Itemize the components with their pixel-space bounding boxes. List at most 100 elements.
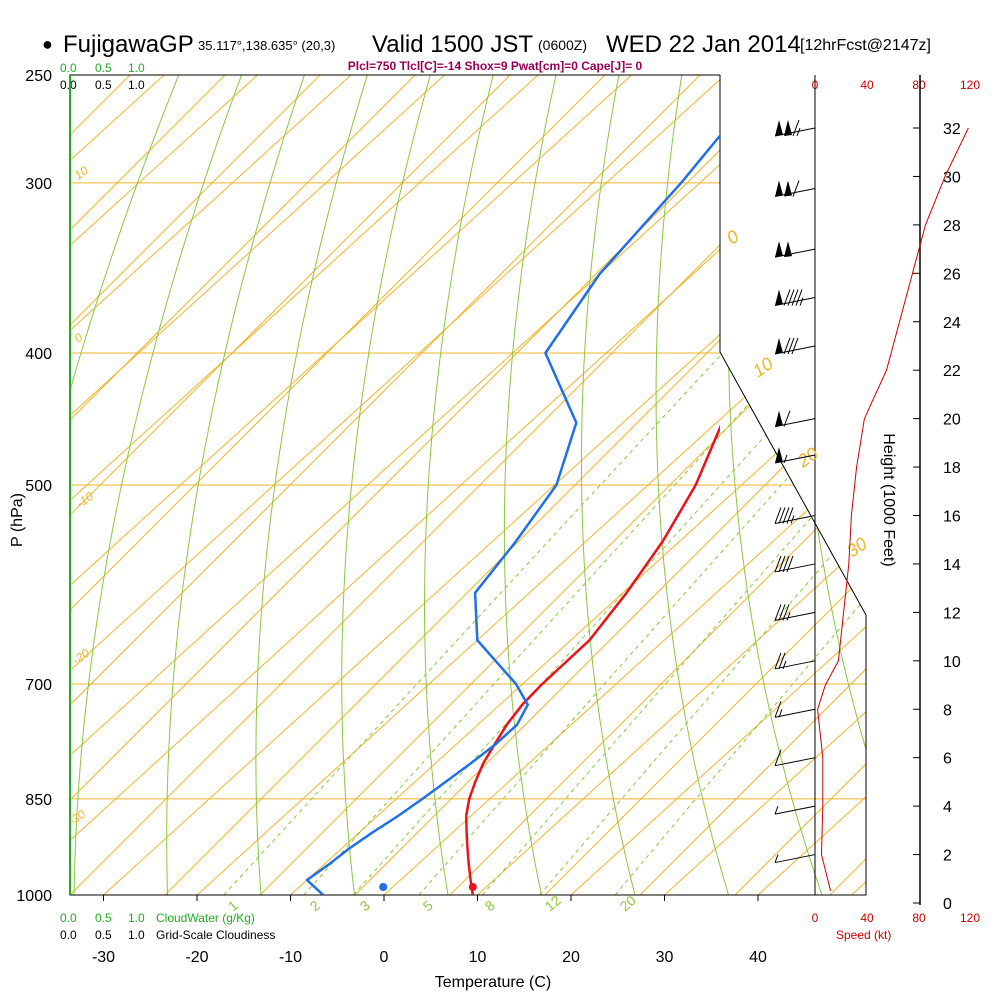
station-name: FujigawaGP xyxy=(63,31,194,58)
wind-barb xyxy=(774,241,816,258)
wind-barb-flag xyxy=(783,337,791,355)
height-tick-label: 10 xyxy=(943,654,961,671)
wind-barb xyxy=(774,555,816,573)
dry-adiabat xyxy=(424,75,494,895)
height-tick-label: 0 xyxy=(943,896,952,913)
wind-speed-line xyxy=(817,127,969,892)
wind-barb xyxy=(774,337,816,355)
height-tick-label: 26 xyxy=(943,266,961,283)
wind-barb-pennant xyxy=(775,337,783,354)
height-tick-label: 6 xyxy=(943,751,952,768)
plot-frame xyxy=(69,74,921,905)
temperature-tick-label: 0 xyxy=(380,949,389,966)
isotherm-line xyxy=(70,75,632,895)
forecast-info: [12hrFcst@2147z] xyxy=(800,37,931,54)
wind-barb-half xyxy=(783,454,788,464)
wind-barb-flag xyxy=(778,652,786,669)
dry-adiabat xyxy=(996,75,1000,895)
cloud-black-tick: 1.0 xyxy=(128,928,145,942)
wind-barb-shaft xyxy=(774,660,816,670)
wind-barb-half xyxy=(774,854,779,863)
wind-barb xyxy=(774,701,816,718)
dry-adiabat xyxy=(581,75,636,895)
speed-tick: 120 xyxy=(960,911,980,925)
wind-barb-flag xyxy=(791,337,799,355)
wind-barb-pennant xyxy=(775,446,783,463)
wind-barb-flag xyxy=(782,604,790,621)
wind-barb-half xyxy=(796,127,801,137)
dry-adiabat xyxy=(655,75,729,895)
height-tick-label: 24 xyxy=(943,315,961,332)
wind-barb-flag xyxy=(778,555,786,573)
wind-barb-flag xyxy=(791,289,799,306)
isotherm-line xyxy=(290,75,866,895)
wind-barb-flag xyxy=(774,555,782,573)
mixing-ratio-line xyxy=(539,352,866,895)
x-axis-title: Temperature (C) xyxy=(435,974,551,991)
wind-panel xyxy=(774,119,969,892)
isotherm-line xyxy=(477,75,866,895)
diagonal-line xyxy=(544,75,866,895)
height-tick-label: 30 xyxy=(943,169,961,186)
height-tick-label: 16 xyxy=(943,509,961,526)
speed-scale-bottom: 0 40 80 120 Speed (kt) xyxy=(812,911,981,942)
wind-barb-flag xyxy=(792,180,800,197)
mixing-ratio-line xyxy=(614,352,866,895)
wind-barb-half xyxy=(774,805,779,815)
cloudwater-label: CloudWater (g/Kg) xyxy=(156,911,255,925)
dry-adiabat xyxy=(73,75,242,895)
height-tick-label: 4 xyxy=(943,799,952,816)
surface-temperature-dot xyxy=(468,883,477,891)
background-lines xyxy=(70,75,1000,895)
wind-barb-flag xyxy=(792,119,800,137)
wind-barb-shaft xyxy=(774,563,816,573)
height-tick-label: 18 xyxy=(943,460,961,477)
cloud-green-tick: 1.0 xyxy=(128,61,145,75)
speed-tick: 40 xyxy=(860,78,874,92)
wind-barb xyxy=(774,119,816,137)
temperature-tick-label: -10 xyxy=(279,949,302,966)
wind-barb-pennant xyxy=(775,241,783,258)
height-tick-label: 28 xyxy=(943,218,961,235)
diagonal-line xyxy=(259,75,866,895)
diagonal-line xyxy=(70,75,226,895)
wind-barb-flag xyxy=(795,289,803,306)
mixing-ratio-line xyxy=(303,352,796,895)
temperature-tick-label: -30 xyxy=(92,949,115,966)
station-coords: 35.117°,138.635° (20,3) xyxy=(198,38,335,53)
temperature-tick-label: 40 xyxy=(749,949,767,966)
isotherm-line xyxy=(196,75,866,895)
dry-adiabat xyxy=(255,75,368,895)
wind-barb-shaft xyxy=(774,757,816,767)
speed-scale-top: 0 40 80 120 xyxy=(812,78,981,92)
wind-barb-flag xyxy=(774,701,782,718)
speed-tick: 40 xyxy=(860,911,874,925)
isotherm-line xyxy=(70,75,258,895)
clipped-background xyxy=(70,75,1000,895)
isotherm-line xyxy=(70,75,539,895)
header: ● FujigawaGP 35.117°,138.635° (20,3) Val… xyxy=(42,31,931,73)
mixing-ratio-label: 8 xyxy=(482,897,498,914)
cloudiness-label: Grid-Scale Cloudiness xyxy=(156,928,275,942)
isotherm-label: -20 xyxy=(70,646,93,668)
cloud-green-tick: 0.0 xyxy=(60,61,77,75)
wind-barb-pennant xyxy=(784,241,792,258)
temperature-tick-label: -20 xyxy=(185,949,208,966)
wind-barb xyxy=(774,507,816,524)
surface-dewpoint-dot xyxy=(379,883,388,891)
cloud-green-tick: 1.0 xyxy=(128,911,145,925)
diagonal-line xyxy=(70,75,416,895)
diagonal-line xyxy=(70,75,511,895)
isotherm-label: 0 xyxy=(72,330,86,345)
cloud-black-tick: 0.0 xyxy=(60,928,77,942)
cloud-scale-bottom: 0.0 0.5 1.0 CloudWater (g/Kg) 0.0 0.5 1.… xyxy=(60,911,275,942)
mixing-ratio-line xyxy=(418,352,866,895)
wind-barb-pennant xyxy=(775,289,783,306)
pressure-tick-label: 250 xyxy=(25,68,52,85)
speed-axis-label: Speed (kt) xyxy=(836,928,891,942)
profile-clip xyxy=(305,133,720,895)
cloud-green-tick: 0.5 xyxy=(95,61,112,75)
wind-barb-flag xyxy=(787,289,795,306)
wind-barb-pennant xyxy=(775,180,783,197)
